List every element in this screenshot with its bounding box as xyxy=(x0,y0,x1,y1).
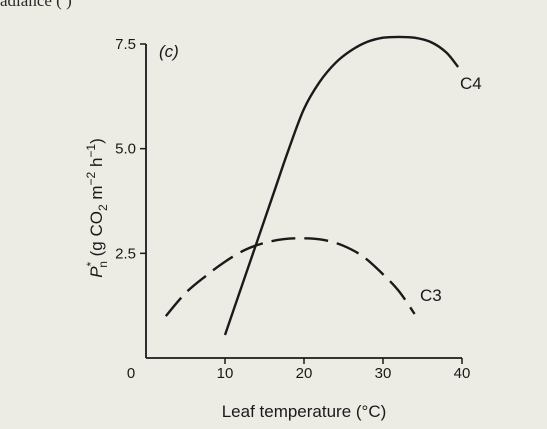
x-tick-label: 40 xyxy=(454,365,471,382)
x-tick-label: 10 xyxy=(217,365,234,382)
y-tick-label: 7.5 xyxy=(115,36,136,53)
y-label-sup-h: −1 xyxy=(84,144,98,158)
series-labels: C4 C3 xyxy=(420,74,482,305)
y-axis-label: P*n (g CO2 m−2 h−1) xyxy=(84,138,110,278)
y-label-close: ) xyxy=(87,138,106,144)
y-label-sub2: 2 xyxy=(96,204,110,211)
x-ticks: 0 10 20 30 40 xyxy=(127,358,471,382)
y-label-star: * xyxy=(84,261,98,266)
axes: 2.5 5.0 7.5 0 10 20 30 40 xyxy=(115,36,470,382)
x-tick-label: 0 xyxy=(127,365,135,382)
panel-label: (c) xyxy=(159,42,179,61)
series-label-c3: C3 xyxy=(420,286,442,305)
y-label-open: (g CO xyxy=(87,211,106,261)
series-line-c4 xyxy=(223,35,460,336)
y-tick-label: 2.5 xyxy=(115,245,136,262)
y-label-m: m xyxy=(87,185,106,204)
y-label-h: h xyxy=(87,158,106,172)
y-label-p: P xyxy=(87,266,106,278)
series-layer xyxy=(164,35,460,336)
series-line-c3 xyxy=(164,237,416,317)
x-axis-label: Leaf temperature (°C) xyxy=(222,402,387,421)
y-ticks: 2.5 5.0 7.5 xyxy=(115,36,146,262)
y-tick-label: 5.0 xyxy=(115,141,136,158)
series-label-c4: C4 xyxy=(460,74,482,93)
y-label-n: n xyxy=(96,261,110,268)
y-label-sup-m: −2 xyxy=(84,171,98,185)
page-top-text: adiance ( ) xyxy=(0,0,72,10)
x-tick-label: 20 xyxy=(296,365,313,382)
x-tick-label: 30 xyxy=(375,365,392,382)
